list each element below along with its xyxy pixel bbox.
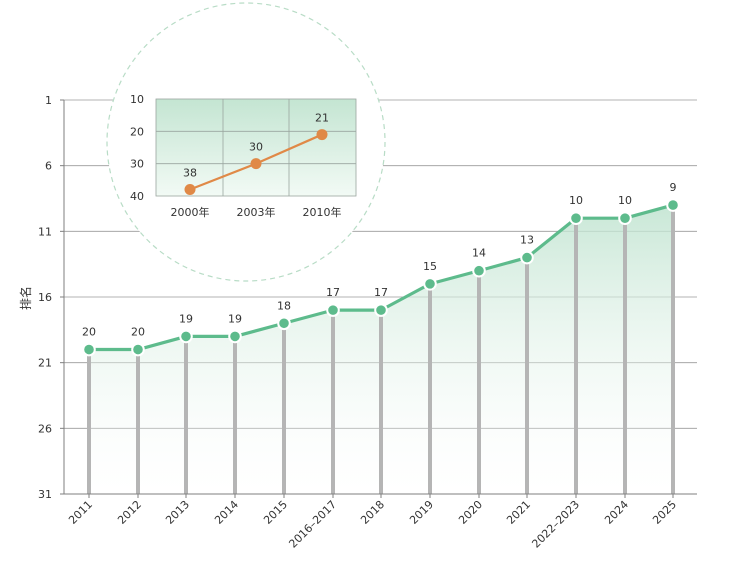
main-data-label: 19 xyxy=(228,312,242,325)
y-axis-title: 排名 xyxy=(18,286,33,310)
main-x-tick-label: 2022–2023 xyxy=(529,498,582,551)
main-y-tick-label: 6 xyxy=(45,160,52,173)
main-x-tick-label: 2019 xyxy=(407,498,436,527)
main-axes xyxy=(60,99,697,498)
main-data-point xyxy=(131,342,145,357)
inset-data-point xyxy=(316,129,328,141)
main-data-point xyxy=(618,211,632,225)
main-data-point xyxy=(179,329,193,344)
main-series xyxy=(82,198,680,357)
main-y-tick-label: 1 xyxy=(45,94,52,107)
main-data-point xyxy=(423,277,437,291)
main-data-label: 17 xyxy=(374,286,388,299)
main-data-label: 10 xyxy=(618,194,632,207)
inset-data-label: 30 xyxy=(249,141,263,154)
inset-x-tick-label: 2000年 xyxy=(171,205,210,219)
main-data-label: 20 xyxy=(82,326,96,339)
main-x-tick-label: 2011 xyxy=(66,498,95,527)
main-stems xyxy=(87,205,675,494)
inset-y-tick-label: 20 xyxy=(130,125,144,138)
main-data-label: 20 xyxy=(131,326,145,339)
inset-plot-background xyxy=(155,98,357,197)
main-y-tick-label: 11 xyxy=(38,225,52,238)
main-data-point xyxy=(472,263,486,278)
main-data-point xyxy=(326,303,340,317)
main-data-labels: 20 20 19 19 18 17 17 15 14 13 10 10 9 xyxy=(82,181,677,338)
main-data-point xyxy=(82,342,96,357)
main-x-tick-label: 2016–2017 xyxy=(286,498,339,551)
main-x-tick-label: 2014 xyxy=(212,498,241,527)
main-data-label: 15 xyxy=(423,260,437,273)
main-data-label: 13 xyxy=(520,234,534,247)
main-x-tick-label: 2015 xyxy=(261,498,290,527)
inset-data-label: 21 xyxy=(315,112,329,125)
main-x-tick-label: 2025 xyxy=(650,498,679,527)
main-data-point xyxy=(374,303,388,317)
main-y-tick-label: 26 xyxy=(38,422,52,435)
main-data-point xyxy=(277,316,291,331)
main-x-tick-label: 2012 xyxy=(115,498,144,527)
main-data-label: 14 xyxy=(472,247,486,260)
main-x-tick-label: 2018 xyxy=(358,498,387,527)
main-data-label: 19 xyxy=(179,312,193,325)
main-data-point xyxy=(569,211,583,225)
main-x-tick-label: 2013 xyxy=(163,498,192,527)
main-x-tick-label: 2024 xyxy=(602,498,631,527)
inset-x-tick-label: 2003年 xyxy=(237,205,276,219)
main-y-tick-label: 21 xyxy=(38,357,52,370)
inset-data-point xyxy=(184,184,196,196)
inset-y-tick-label: 30 xyxy=(130,158,144,171)
main-x-tick-label: 2021 xyxy=(504,498,533,527)
main-data-label: 17 xyxy=(326,286,340,299)
main-x-tick-label: 2020 xyxy=(456,498,485,527)
inset-plot: 10 20 30 40 2000年 2003年 2010年 38 30 21 xyxy=(130,93,357,219)
main-data-label: 9 xyxy=(670,181,677,194)
inset-chart: 10 20 30 40 2000年 2003年 2010年 38 30 21 xyxy=(106,2,386,282)
main-data-label: 10 xyxy=(569,194,583,207)
main-y-tick-label: 16 xyxy=(38,291,52,304)
inset-data-point xyxy=(250,158,262,170)
inset-data-label: 38 xyxy=(183,167,197,180)
inset-x-tick-label: 2010年 xyxy=(303,205,342,219)
inset-y-tick-label: 40 xyxy=(130,190,144,203)
main-data-label: 18 xyxy=(277,299,291,312)
main-y-tick-label: 31 xyxy=(38,488,52,501)
main-data-point xyxy=(520,250,534,265)
inset-y-tick-label: 10 xyxy=(130,93,144,106)
main-data-point xyxy=(228,329,242,344)
main-data-point xyxy=(666,198,680,212)
